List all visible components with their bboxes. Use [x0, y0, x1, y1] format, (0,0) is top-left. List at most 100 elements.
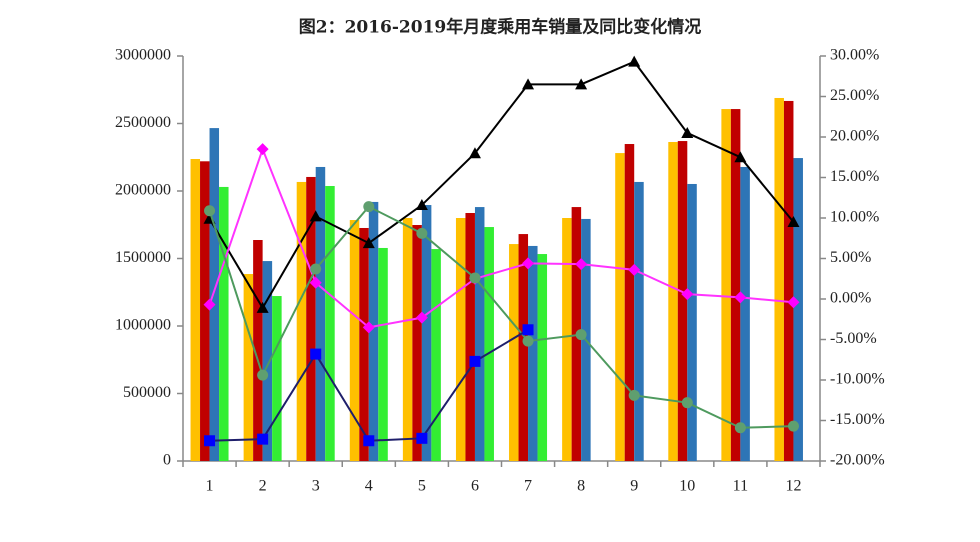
y-tick-label: 2000000	[115, 182, 171, 199]
line-marker	[256, 143, 269, 156]
y2-tick-label: 20.00%	[830, 128, 879, 145]
bar	[412, 225, 422, 461]
y-tick-label: 3000000	[115, 47, 171, 64]
bar	[783, 100, 794, 461]
line-marker	[469, 272, 481, 284]
y-tick-label: 1500000	[115, 249, 171, 266]
y2-tick-label: 10.00%	[830, 209, 879, 226]
bar	[537, 254, 548, 461]
bar	[730, 109, 741, 462]
line-marker	[681, 126, 694, 138]
line-marker	[309, 210, 322, 222]
line-marker	[310, 263, 322, 275]
line-marker	[628, 263, 641, 276]
x-tick-label: 9	[630, 478, 638, 495]
line-marker	[628, 389, 640, 401]
bar	[740, 166, 750, 461]
x-tick-label: 12	[785, 478, 801, 495]
bar	[562, 218, 572, 461]
line-marker	[203, 298, 216, 311]
line-marker	[415, 311, 428, 324]
bar	[624, 144, 635, 461]
line-marker	[362, 321, 375, 334]
bar	[315, 166, 326, 461]
line-marker	[363, 201, 375, 213]
line-marker	[468, 147, 481, 159]
x-tick-label: 10	[679, 478, 695, 495]
bar	[484, 227, 494, 461]
bar	[634, 181, 644, 461]
y2-tick-label: 0.00%	[830, 290, 871, 307]
bar	[431, 249, 441, 461]
line-marker	[734, 151, 747, 163]
line-marker	[204, 435, 216, 447]
line-marker	[787, 216, 800, 228]
line	[208, 146, 794, 329]
line-marker	[256, 301, 269, 313]
line-marker	[522, 335, 534, 347]
x-tick-label: 11	[733, 478, 748, 495]
line-marker	[628, 55, 641, 67]
bar	[774, 97, 784, 462]
bar	[296, 181, 307, 461]
bar	[219, 186, 229, 461]
y2-tick-label: 15.00%	[830, 168, 879, 185]
bar	[359, 227, 369, 461]
bar	[378, 247, 388, 461]
x-tick-label: 4	[365, 478, 373, 495]
line-marker	[575, 78, 588, 90]
bar	[272, 296, 282, 461]
bar	[668, 141, 678, 461]
bar	[243, 274, 254, 461]
x-tick-label: 3	[312, 478, 320, 495]
y-tick-label: 1000000	[115, 317, 171, 334]
x-tick-label: 1	[206, 478, 214, 495]
line-marker	[522, 324, 534, 336]
line-marker	[362, 237, 375, 249]
bar	[253, 240, 263, 461]
line-marker	[575, 258, 588, 271]
bar	[528, 245, 538, 461]
line-marker	[734, 291, 747, 304]
bar	[368, 201, 379, 461]
line-marker	[681, 397, 693, 409]
line-marker	[469, 355, 481, 367]
x-tick-label: 5	[418, 478, 426, 495]
y-tick-label: 500000	[123, 384, 171, 401]
x-tick-label: 8	[577, 478, 585, 495]
bar	[421, 205, 432, 461]
y2-tick-label: -10.00%	[830, 371, 885, 388]
y2-tick-label: -5.00%	[830, 330, 877, 347]
bar	[615, 153, 625, 461]
y-tick-label: 2500000	[115, 114, 171, 131]
y2-tick-label: 25.00%	[830, 87, 879, 104]
x-tick-label: 2	[259, 478, 267, 495]
y2-tick-label: 5.00%	[830, 249, 871, 266]
x-tick-label: 6	[471, 478, 479, 495]
line-marker	[522, 78, 535, 90]
bar	[677, 141, 688, 462]
bar	[325, 186, 335, 461]
bar	[306, 176, 316, 461]
y2-tick-label: -20.00%	[830, 452, 885, 469]
line-marker	[415, 199, 428, 211]
line-marker	[787, 420, 799, 432]
bar	[200, 161, 210, 462]
bar	[465, 213, 475, 461]
line-marker	[734, 422, 746, 434]
line-marker	[257, 433, 269, 445]
line-marker	[787, 296, 800, 309]
y2-tick-label: 30.00%	[830, 47, 879, 64]
line-marker	[681, 288, 694, 301]
x-tick-label: 7	[524, 478, 532, 495]
line-marker	[416, 432, 428, 444]
line-marker	[204, 205, 216, 217]
line-marker	[522, 257, 535, 270]
line-marker	[416, 227, 428, 239]
bar	[509, 244, 519, 461]
line-marker	[575, 329, 587, 341]
line	[208, 205, 794, 429]
y2-tick-label: -15.00%	[830, 411, 885, 428]
bar	[262, 261, 273, 461]
bar	[721, 109, 731, 462]
